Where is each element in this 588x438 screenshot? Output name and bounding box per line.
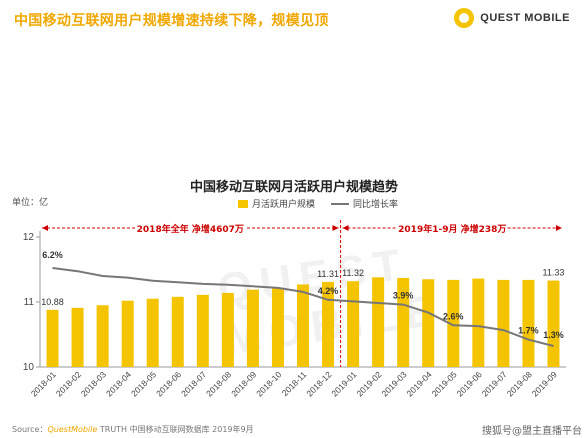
annotation-label-bg: [397, 220, 508, 235]
x-tick-label: 2018-10: [254, 369, 283, 398]
legend-label-line: 同比增长率: [353, 200, 399, 210]
x-tick-label: 2018-09: [229, 369, 258, 398]
x-tick-label: 2018-11: [280, 369, 309, 398]
x-tick-label: 2018-03: [79, 369, 108, 398]
x-tick-label: 2018-07: [179, 369, 208, 398]
line-value-label: 6.2%: [42, 250, 63, 260]
bar: [246, 289, 259, 367]
brand-name: QUEST MOBILE: [480, 12, 570, 24]
legend-label-bar: 月活跃用户规模: [252, 200, 316, 210]
bar: [271, 288, 284, 367]
x-tick-label: 2018-01: [29, 369, 58, 398]
annotation-arrowhead-right: [556, 225, 562, 231]
legend-swatch-line: [331, 202, 350, 205]
y-tick-label: 12: [23, 232, 35, 243]
x-tick-label: 2019-08: [505, 369, 534, 398]
annotation-arrowhead-right: [332, 225, 339, 231]
x-tick-label: 2019-09: [530, 369, 559, 398]
bar: [196, 294, 209, 367]
x-tick-label: 2019-02: [354, 369, 383, 398]
bar: [347, 281, 360, 367]
annotation-label-bg: [135, 220, 246, 235]
annotation-arrowhead-left: [342, 225, 349, 231]
x-tick-label: 2019-05: [430, 369, 459, 398]
x-tick-label: 2018-08: [204, 369, 233, 398]
source-prefix: Source：: [12, 425, 48, 434]
legend: 月活跃用户规模 同比增长率: [238, 197, 398, 210]
page-title: 中国移动互联网用户规模增速持续下降，规模见顶: [14, 13, 329, 29]
bar: [447, 279, 460, 367]
chart-title: 中国移动互联网月活跃用户规模趋势: [189, 180, 398, 195]
x-tick-label: 2019-07: [480, 369, 509, 398]
x-tick-label: 2019-06: [455, 369, 484, 398]
x-tick-label: 2018-02: [54, 369, 83, 398]
bar: [322, 281, 335, 367]
bar: [497, 279, 510, 367]
unit-label: 单位：亿: [12, 198, 49, 208]
bar: [146, 298, 159, 367]
bar: [547, 280, 560, 367]
annotation-label: 2019年1-9月 净增238万: [398, 223, 506, 235]
bar: [397, 277, 410, 367]
bar: [522, 279, 535, 367]
line-value-label: 3.9%: [393, 291, 414, 301]
line-value-label: 1.3%: [543, 330, 564, 340]
bar: [96, 305, 109, 367]
bar: [221, 292, 234, 367]
bar: [472, 278, 485, 367]
legend-swatch-bar: [238, 199, 248, 208]
line-value-label: 2.6%: [443, 311, 464, 321]
annotation-arrowhead-left: [42, 225, 48, 231]
credit-watermark: 搜狐号@盟主直播平台: [482, 426, 582, 437]
y-tick-label: 11: [24, 297, 35, 308]
bar: [121, 300, 134, 367]
bar: [297, 284, 309, 367]
bar-value-label: 10.88: [41, 297, 64, 307]
quest-mobile-logo-icon: [454, 8, 475, 28]
bar-value-label: 11.32: [342, 268, 364, 278]
bar-value-label: 11.31: [317, 269, 339, 279]
bar: [422, 279, 435, 367]
x-tick-label: 2019-03: [379, 369, 408, 398]
x-tick-label: 2018-06: [154, 369, 183, 398]
growth-rate-line: [52, 267, 554, 347]
line-value-label: 4.2%: [318, 286, 339, 296]
brand: QUEST MOBILE: [454, 8, 570, 28]
source-rest: TRUTH 中国移动互联网数据库 2019年9月: [97, 425, 254, 434]
bar: [171, 296, 184, 367]
x-tick-label: 2018-12: [304, 369, 333, 398]
bar: [372, 277, 385, 367]
source-brand: QuestMobile: [47, 425, 98, 434]
annotation-label: 2018年全年 净增4607万: [137, 223, 244, 235]
line-value-label: 1.7%: [518, 326, 539, 336]
x-tick-label: 2019-01: [329, 369, 358, 398]
x-tick-label: 2019-04: [405, 369, 434, 398]
source-note: Source：QuestMobile TRUTH 中国移动互联网数据库 2019…: [12, 424, 254, 435]
y-tick-label: 10: [23, 362, 35, 373]
x-tick-label: 2018-05: [129, 369, 158, 398]
bar: [46, 309, 59, 367]
bar-value-label: 11.33: [543, 268, 565, 278]
x-tick-label: 2018-04: [104, 369, 133, 398]
bar: [71, 307, 84, 367]
